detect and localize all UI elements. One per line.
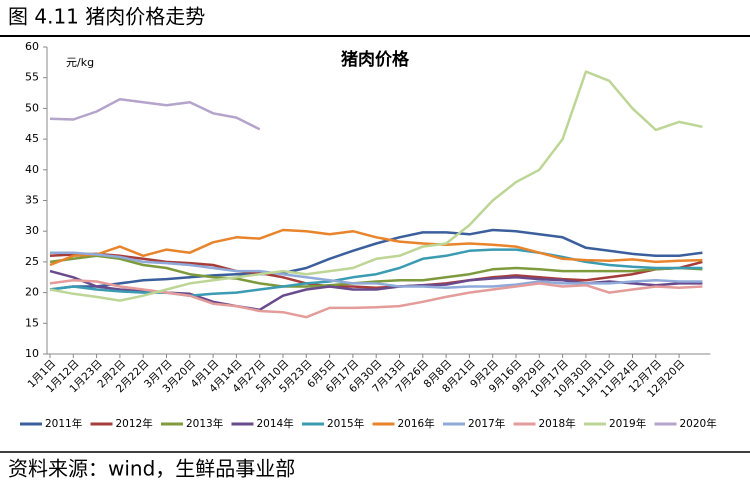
y-tick-label: 50	[25, 101, 39, 114]
series-line	[49, 70, 703, 302]
legend-label: 2012年	[116, 417, 153, 430]
y-tick-label: 15	[25, 316, 39, 329]
y-tick-label: 40	[25, 163, 39, 176]
figure-title: 图 4.11 猪肉价格走势	[8, 5, 205, 29]
series-line	[49, 252, 703, 289]
legend-label: 2015年	[327, 417, 364, 430]
y-tick-label: 20	[25, 286, 39, 299]
legend-label: 2018年	[539, 417, 576, 430]
series-line	[49, 228, 703, 267]
y-axis-label: 元/kg	[66, 56, 94, 69]
y-tick-label: 45	[25, 132, 39, 145]
legend-label: 2011年	[45, 417, 82, 430]
chart-title: 猪肉价格	[341, 49, 410, 70]
source-note: 资料来源：wind，生鲜品事业部	[8, 457, 295, 481]
series-line	[50, 251, 703, 289]
legend-label: 2019年	[609, 417, 646, 430]
legend-label: 2016年	[398, 417, 435, 430]
y-tick-label: 35	[25, 194, 39, 207]
series-line	[49, 228, 703, 291]
series-line	[49, 97, 261, 131]
y-tick-label: 10	[25, 347, 39, 360]
y-tick-label: 25	[25, 255, 39, 268]
series-line	[49, 254, 703, 288]
legend-label: 2017年	[468, 417, 505, 430]
legend-label: 2013年	[186, 417, 223, 430]
y-tick-label: 55	[25, 71, 39, 84]
legend-label: 2020年	[680, 417, 717, 430]
legend-label: 2014年	[257, 417, 294, 430]
y-tick-label: 30	[25, 224, 39, 237]
series-line	[49, 279, 703, 319]
y-tick-label: 60	[25, 40, 39, 53]
